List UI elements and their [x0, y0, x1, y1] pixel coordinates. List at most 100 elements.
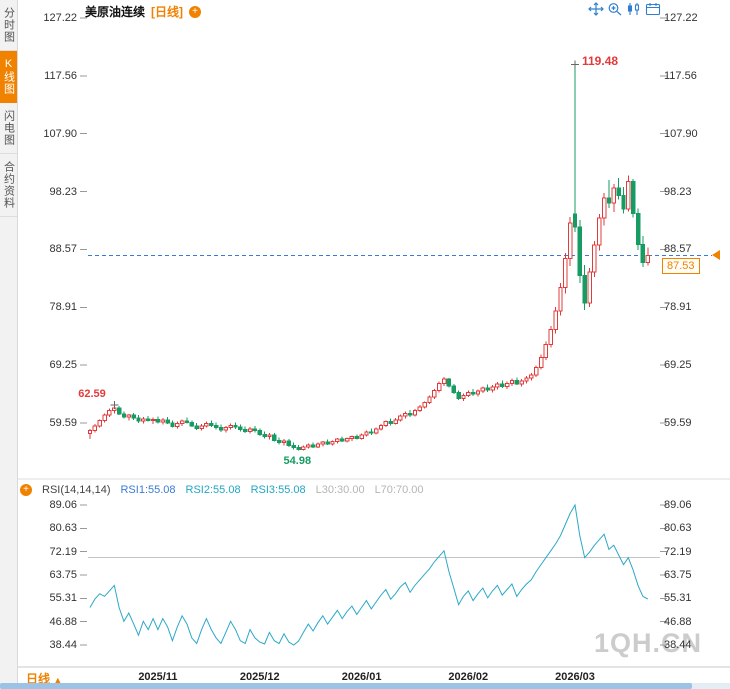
candle-body: [325, 441, 330, 445]
candle-body: [572, 213, 578, 228]
candle-body: [238, 426, 243, 431]
candle-body: [456, 391, 461, 399]
candle-body: [87, 430, 93, 435]
candle-body: [509, 379, 515, 384]
sidebar: 分时图 K线图 闪电图 合约资料: [0, 0, 18, 689]
candle-body: [233, 424, 238, 428]
candle-body: [296, 446, 301, 450]
candle-body: [543, 343, 549, 359]
add-indicator-icon[interactable]: +: [189, 5, 202, 18]
candle-body: [150, 418, 156, 422]
candle-body: [209, 423, 214, 426]
candle-body: [204, 423, 209, 427]
candle-body: [228, 424, 233, 429]
rsi-panel-header: + RSI(14,14,14) RSI1:55.08 RSI2:55.08 RS…: [20, 484, 424, 496]
sidebar-tab-lightning-chart[interactable]: 闪电图: [0, 103, 17, 154]
watermark: 1QH.CN: [594, 628, 703, 658]
candle-body: [490, 386, 495, 391]
candle-body: [606, 197, 612, 204]
candle-body: [529, 374, 534, 379]
chart-header: 美原油连续 [日线] +: [85, 3, 202, 20]
candle-body: [437, 382, 442, 392]
candle-body: [563, 257, 568, 289]
candle-body: [184, 420, 190, 423]
candle-body: [412, 409, 418, 416]
candle-body: [592, 244, 597, 273]
candle-body: [519, 380, 524, 385]
candle-body: [485, 387, 490, 391]
rsi1-value: RSI1:55.08: [120, 484, 176, 496]
period-tag[interactable]: [日线]: [151, 5, 184, 19]
candle-body: [558, 287, 563, 312]
candle-body: [126, 414, 131, 418]
candle-body: [97, 420, 102, 427]
candle-body: [344, 438, 350, 442]
candle-body: [131, 414, 136, 419]
candle-body: [335, 438, 340, 443]
candle-body: [369, 431, 374, 434]
candle-body: [577, 226, 583, 277]
candle-body: [218, 427, 224, 431]
candle-body: [179, 420, 185, 425]
candle-body: [635, 212, 641, 245]
candle-body: [432, 390, 437, 398]
candle-body: [466, 391, 471, 396]
candle-body: [461, 394, 466, 399]
candle-body: [102, 414, 107, 422]
candle-body: [645, 255, 650, 263]
candle-body: [160, 419, 165, 423]
candle-body: [500, 383, 505, 387]
price-arrow-icon: [712, 250, 720, 260]
candle-body: [359, 434, 364, 440]
candle-body: [189, 421, 195, 427]
horizontal-scrollbar[interactable]: [0, 683, 730, 689]
candle-body: [349, 436, 355, 440]
candle-body: [107, 409, 112, 416]
candle-body: [340, 438, 345, 442]
sidebar-tab-kline-chart[interactable]: K线图: [0, 51, 17, 103]
candle-body: [403, 412, 408, 417]
candle-body: [136, 417, 141, 422]
candle-body: [121, 413, 127, 418]
zoom-tool-button[interactable]: [607, 2, 623, 16]
sidebar-tab-time-chart[interactable]: 分时图: [0, 0, 17, 51]
period-selector[interactable]: 日线 ▲: [26, 670, 62, 687]
candle-body: [422, 402, 427, 408]
add-indicator-icon[interactable]: +: [20, 484, 32, 496]
candle-body: [155, 418, 161, 423]
scrollbar-thumb[interactable]: [0, 683, 692, 689]
candle-body: [301, 446, 306, 450]
rsi-line: [89, 503, 649, 646]
candle-body: [267, 434, 272, 438]
candle-body: [378, 424, 384, 430]
candle-body: [141, 418, 146, 422]
sidebar-tab-label: K线图: [2, 58, 15, 95]
calendar-tool-button[interactable]: [645, 2, 661, 16]
candle-body: [446, 378, 452, 387]
current-price-tag: 87.53: [662, 258, 700, 274]
candle-body: [306, 444, 311, 448]
candle-body: [640, 243, 646, 263]
sidebar-tab-label: 闪电图: [2, 110, 15, 146]
candlestick-tool-button[interactable]: [626, 2, 642, 16]
candle-body: [310, 444, 316, 448]
period-selector-label: 日线: [26, 672, 51, 686]
sidebar-tab-contract-info[interactable]: 合约资料: [0, 154, 17, 217]
pan-tool-button[interactable]: [588, 2, 604, 16]
candle-body: [451, 385, 456, 393]
candle-body: [291, 445, 296, 449]
candle-body: [373, 428, 379, 434]
candle-body: [388, 421, 393, 425]
candle-body: [611, 187, 616, 204]
candle-body: [257, 430, 262, 435]
candle-body: [538, 357, 544, 368]
rsi2-value: RSI2:55.08: [185, 484, 241, 496]
rsi3-value: RSI3:55.08: [250, 484, 306, 496]
rsi-title: RSI(14,14,14): [42, 484, 111, 496]
candle-body: [626, 181, 631, 210]
candle-body: [597, 217, 602, 246]
candle-body: [407, 412, 413, 416]
candle-body: [223, 427, 229, 431]
